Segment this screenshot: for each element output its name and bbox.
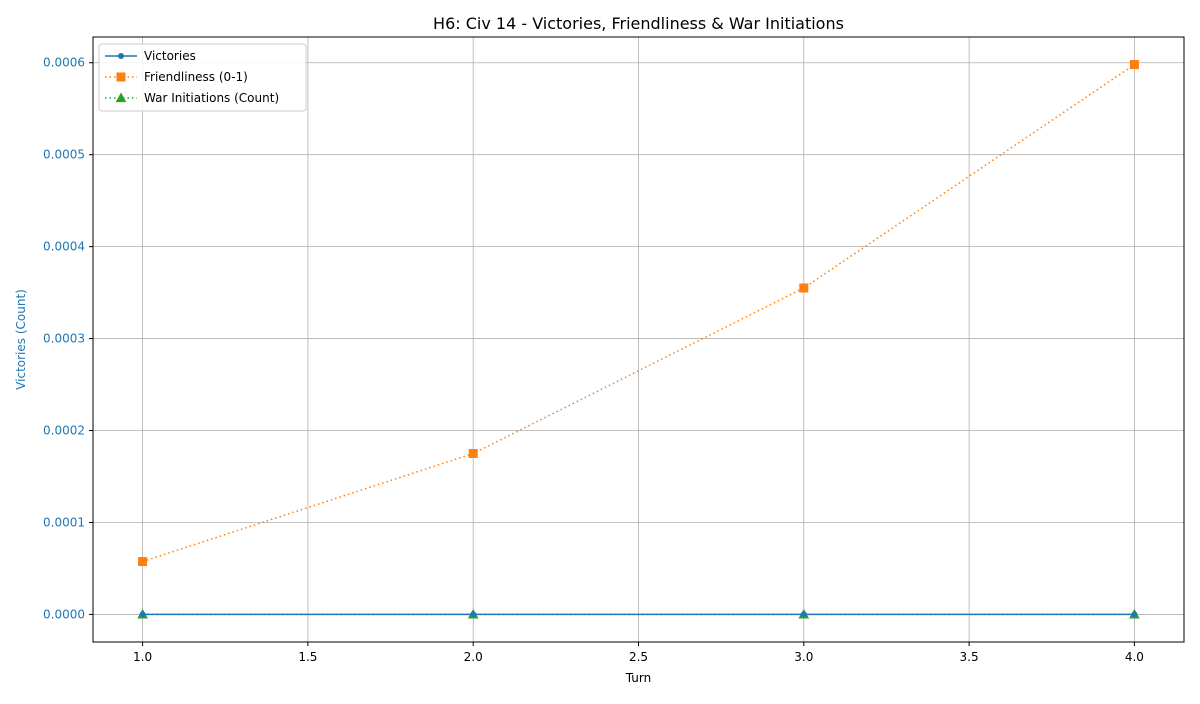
legend-marker <box>116 72 126 82</box>
data-point <box>800 611 807 618</box>
data-point <box>468 449 478 459</box>
y-tick-label: 0.0003 <box>43 332 85 346</box>
y-tick-label: 0.0000 <box>43 607 85 621</box>
x-tick-label: 2.5 <box>629 650 648 664</box>
x-axis-label: Turn <box>625 671 651 685</box>
series-layer <box>137 60 1140 619</box>
y-tick-label: 0.0005 <box>43 148 85 162</box>
legend-label: War Initiations (Count) <box>144 91 279 105</box>
legend-marker <box>115 92 127 103</box>
legend-label: Victories <box>144 49 196 63</box>
legend-box <box>98 43 307 112</box>
y-tick-label: 0.0001 <box>43 515 85 529</box>
x-tick-label: 3.5 <box>960 650 979 664</box>
chart-title: H6: Civ 14 - Victories, Friendliness & W… <box>433 14 844 33</box>
data-point <box>1129 60 1139 70</box>
x-tick-label: 1.5 <box>298 650 317 664</box>
data-point <box>138 557 148 567</box>
legend: Victories Friendliness (0-1) War Initiatio… <box>98 43 307 112</box>
y-tick-label: 0.0004 <box>43 240 85 254</box>
data-point <box>1131 611 1138 618</box>
y-tick-label: 0.0002 <box>43 424 85 438</box>
y-tick-label: 0.0006 <box>43 56 85 70</box>
ticks-layer: 1.0 1.5 2.0 2.5 3.0 3.5 4.0 0.0000 0.0001 0.0002 0… <box>43 56 1144 664</box>
data-point <box>470 611 477 618</box>
legend-label: Friendliness (0-1) <box>144 70 248 84</box>
x-tick-label: 3.0 <box>794 650 813 664</box>
x-tick-label: 2.0 <box>464 650 483 664</box>
x-tick-label: 1.0 <box>133 650 152 664</box>
data-point <box>799 283 809 293</box>
data-point <box>139 611 146 618</box>
y-axis-label: Victories (Count) <box>14 289 28 390</box>
legend-marker <box>118 53 124 59</box>
x-tick-label: 4.0 <box>1125 650 1144 664</box>
